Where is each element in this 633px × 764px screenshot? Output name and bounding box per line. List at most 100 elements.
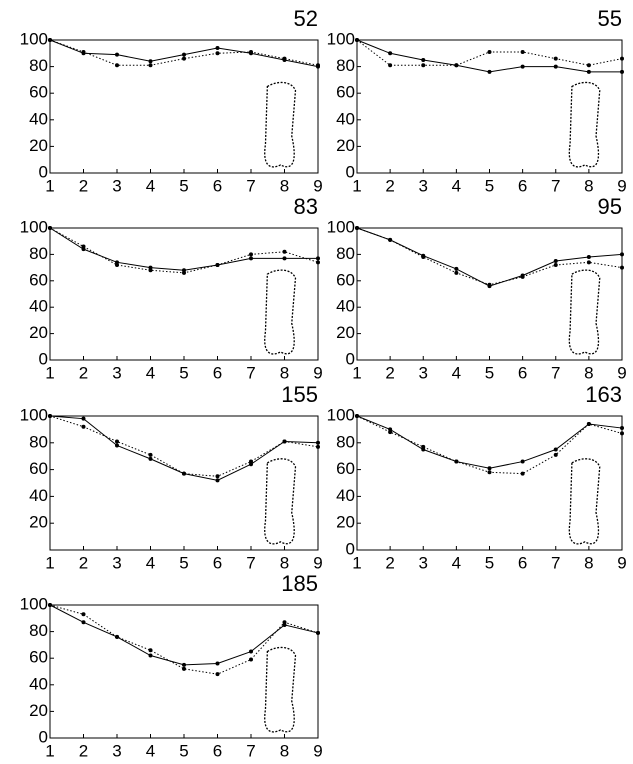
point xyxy=(388,238,392,242)
outline-shape xyxy=(569,270,599,354)
point xyxy=(216,478,220,482)
point xyxy=(216,263,220,267)
point xyxy=(554,448,558,452)
x-tick-label: 2 xyxy=(79,553,88,572)
point xyxy=(115,443,119,447)
x-tick-label: 9 xyxy=(313,176,322,195)
x-tick-label: 3 xyxy=(112,176,121,195)
point xyxy=(488,470,492,474)
y-tick-label: 80 xyxy=(29,56,48,75)
point xyxy=(149,268,153,272)
point xyxy=(554,65,558,69)
point xyxy=(115,63,119,67)
point xyxy=(587,422,591,426)
y-tick-label: 40 xyxy=(336,297,355,316)
plot-frame xyxy=(357,40,622,173)
point xyxy=(488,70,492,74)
x-tick-label: 8 xyxy=(584,553,593,572)
y-tick-label: 60 xyxy=(336,270,355,289)
x-tick-label: 1 xyxy=(352,553,361,572)
series-line xyxy=(50,605,318,665)
y-tick-label: 40 xyxy=(29,297,48,316)
x-tick-label: 6 xyxy=(518,363,527,382)
series-line xyxy=(357,416,622,474)
x-tick-label: 4 xyxy=(146,741,155,760)
x-tick-label: 6 xyxy=(213,741,222,760)
x-tick-label: 8 xyxy=(584,363,593,382)
x-tick-label: 2 xyxy=(385,176,394,195)
x-tick-label: 7 xyxy=(246,176,255,195)
point xyxy=(115,263,119,267)
x-tick-label: 1 xyxy=(45,363,54,382)
x-tick-label: 7 xyxy=(551,176,560,195)
point xyxy=(554,57,558,61)
point xyxy=(620,426,624,430)
y-tick-label: 80 xyxy=(336,432,355,451)
series-line xyxy=(50,228,318,273)
point xyxy=(149,453,153,457)
y-tick-label: 20 xyxy=(29,323,48,342)
y-tick-label: 40 xyxy=(29,486,48,505)
series-line xyxy=(357,228,622,286)
point xyxy=(82,50,86,54)
x-tick-label: 5 xyxy=(179,741,188,760)
point xyxy=(283,250,287,254)
x-tick-label: 3 xyxy=(419,363,428,382)
x-tick-label: 9 xyxy=(617,363,626,382)
y-tick-label: 100 xyxy=(327,217,355,236)
chart-title: 55 xyxy=(598,6,622,31)
x-tick-label: 2 xyxy=(79,741,88,760)
point xyxy=(216,51,220,55)
x-tick-label: 3 xyxy=(419,176,428,195)
point xyxy=(149,648,153,652)
point xyxy=(316,631,320,635)
y-tick-label: 80 xyxy=(29,621,48,640)
point xyxy=(115,635,119,639)
x-tick-label: 7 xyxy=(246,363,255,382)
point xyxy=(216,672,220,676)
point xyxy=(316,256,320,260)
chart-title: 155 xyxy=(281,382,318,407)
point xyxy=(521,50,525,54)
point xyxy=(421,445,425,449)
point xyxy=(82,417,86,421)
y-tick-label: 80 xyxy=(29,244,48,263)
x-tick-label: 9 xyxy=(313,553,322,572)
plot-frame xyxy=(50,228,318,360)
point xyxy=(620,70,624,74)
x-tick-label: 5 xyxy=(179,553,188,572)
point xyxy=(82,425,86,429)
x-tick-label: 4 xyxy=(452,176,461,195)
y-tick-label: 40 xyxy=(336,109,355,128)
point xyxy=(554,259,558,263)
y-tick-label: 20 xyxy=(336,136,355,155)
point xyxy=(182,57,186,61)
x-tick-label: 9 xyxy=(313,741,322,760)
outline-shape xyxy=(265,647,296,731)
point xyxy=(216,46,220,50)
point xyxy=(283,57,287,61)
point xyxy=(388,430,392,434)
plot-frame xyxy=(357,228,622,360)
plot-frame xyxy=(50,416,318,550)
y-tick-label: 60 xyxy=(29,270,48,289)
x-tick-label: 4 xyxy=(452,363,461,382)
x-tick-label: 6 xyxy=(213,363,222,382)
point xyxy=(182,663,186,667)
chart-title: 95 xyxy=(598,194,622,219)
x-tick-label: 5 xyxy=(485,363,494,382)
series-line xyxy=(357,416,622,468)
x-tick-label: 8 xyxy=(584,176,593,195)
plot-frame xyxy=(357,416,622,550)
point xyxy=(316,260,320,264)
x-tick-label: 4 xyxy=(146,553,155,572)
y-tick-label: 20 xyxy=(29,136,48,155)
point xyxy=(82,244,86,248)
y-tick-label: 60 xyxy=(29,648,48,667)
x-tick-label: 1 xyxy=(45,553,54,572)
point xyxy=(48,38,52,42)
y-tick-label: 100 xyxy=(327,405,355,424)
point xyxy=(182,472,186,476)
chart-title: 83 xyxy=(294,194,318,219)
point xyxy=(454,271,458,275)
